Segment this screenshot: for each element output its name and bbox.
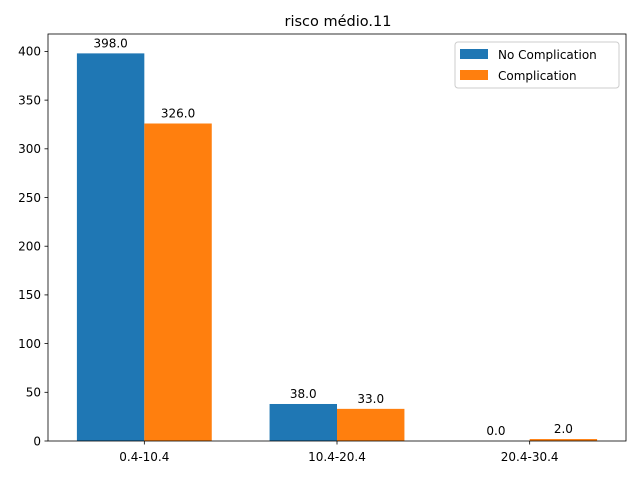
legend-swatch	[460, 49, 488, 59]
y-tick-label: 50	[26, 386, 41, 400]
data-label: 38.0	[290, 387, 317, 401]
bar	[529, 439, 598, 441]
y-tick-label: 400	[18, 45, 41, 59]
bar	[269, 403, 337, 441]
data-label: 0.0	[486, 424, 505, 438]
y-tick-label: 200	[18, 240, 41, 254]
legend: No Complication Complication	[454, 41, 620, 89]
legend-label: Complication	[498, 69, 577, 83]
data-label: 2.0	[554, 422, 573, 436]
x-tick-label: 0.4-10.4	[119, 450, 169, 464]
y-tick-label: 100	[18, 337, 41, 351]
y-tick-label: 150	[18, 288, 41, 302]
bar	[144, 123, 212, 441]
y-tick-label: 250	[18, 191, 41, 205]
bar	[337, 408, 405, 441]
x-tick-label: 20.4-30.4	[501, 450, 559, 464]
legend-box	[454, 41, 620, 89]
y-tick-label: 0	[33, 434, 41, 448]
x-tick-label: 10.4-20.4	[308, 450, 366, 464]
data-label: 326.0	[161, 107, 195, 121]
y-tick-label: 300	[18, 142, 41, 156]
data-label: 33.0	[357, 392, 384, 406]
plot-area: 398.0 38.0 0.0 326.0 33.0 2.0 0 50 100 150 200 250 3…	[18, 33, 627, 464]
bar	[76, 53, 145, 441]
data-label: 398.0	[93, 36, 127, 50]
y-tick-label: 350	[18, 93, 41, 107]
legend-label: No Complication	[498, 48, 597, 62]
legend-swatch	[460, 70, 488, 80]
chart-title: risco médio.11	[285, 14, 392, 30]
